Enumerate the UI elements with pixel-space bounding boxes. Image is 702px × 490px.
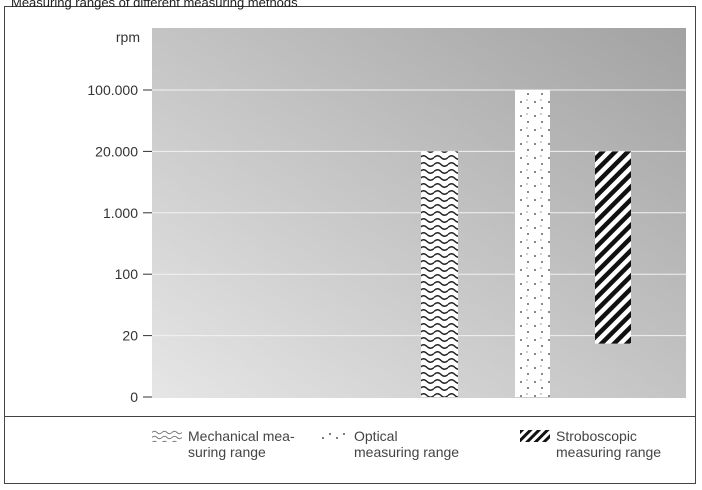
legend-optical-line2: measuring range — [354, 444, 460, 460]
legend-swatch-dots — [322, 433, 345, 439]
legend-swatch-stripes — [520, 430, 550, 442]
bar-stripes — [595, 151, 631, 344]
legend-mechanical-line1: Mechanical mea- — [188, 428, 295, 444]
legend-item-optical: Optical measuring range — [318, 428, 504, 460]
legend-label-mechanical: Mechanical mea- suring range — [188, 428, 338, 460]
legend-stroboscopic-line1: Stroboscopic — [556, 428, 637, 444]
y-axis-unit-label: rpm — [116, 29, 140, 45]
legend-mechanical-line2: suring range — [188, 444, 266, 460]
legend-label-optical: Optical measuring range — [354, 428, 504, 460]
legend-item-stroboscopic: Stroboscopic measuring range — [520, 428, 702, 460]
bar-wave — [421, 151, 458, 397]
y-tick-label: 100.000 — [87, 82, 138, 98]
y-tick-label: 0 — [130, 389, 138, 405]
y-tick-label: 20.000 — [95, 143, 138, 159]
y-tick-label: 100 — [115, 266, 139, 282]
y-tick-label: 1.000 — [103, 205, 138, 221]
y-tick-label: 20 — [122, 328, 138, 344]
legend-stroboscopic-line2: measuring range — [556, 444, 662, 460]
chart-area: 0 20 100 1.000 20.000 100.000 rpm — [87, 28, 686, 405]
legend-label-stroboscopic: Stroboscopic measuring range — [556, 428, 702, 460]
legend-swatch-wave — [152, 430, 182, 442]
legend-divider — [4, 416, 696, 417]
legend-optical-line1: Optical — [354, 428, 398, 444]
chart-title: Measuring ranges of different measuring … — [11, 0, 298, 10]
bar-dots — [515, 90, 550, 397]
legend-item-mechanical: Mechanical mea- suring range — [152, 428, 338, 460]
